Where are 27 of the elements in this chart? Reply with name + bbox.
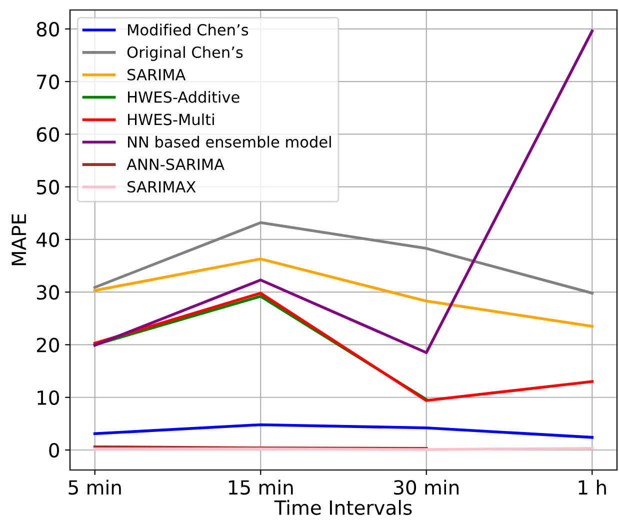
- x-tick-label: 15 min: [228, 480, 293, 495]
- legend-label: SARIMA: [128, 68, 186, 80]
- legend-label: HWES-Additive: [128, 91, 240, 103]
- line-series: [93, 221, 594, 295]
- y-axis-title: MAPE: [12, 214, 26, 266]
- y-tick-label: 20: [36, 338, 59, 352]
- x-tick-label: 5 min: [68, 480, 121, 495]
- legend-label: HWES-Multi: [128, 113, 214, 126]
- y-tick-label: 80: [36, 22, 59, 37]
- legend-label: NN based ensemble model: [128, 136, 331, 148]
- line-series: [93, 258, 594, 328]
- y-tick-label: 60: [36, 127, 59, 142]
- x-axis-title: Time Intervals: [274, 500, 412, 515]
- y-tick-label: 0: [49, 442, 59, 458]
- legend-label: Modified Chen’s: [128, 24, 248, 36]
- y-tick-label: 30: [37, 285, 59, 300]
- line-series: [93, 423, 594, 439]
- y-tick-label: 40: [36, 232, 59, 248]
- legend-label: Original Chen’s: [127, 46, 243, 61]
- y-tick-label: 50: [37, 180, 59, 195]
- x-tick-label: 1 h: [578, 480, 606, 494]
- x-tick-label: 30 min: [394, 480, 459, 495]
- line-series: [93, 292, 594, 402]
- legend-label: SARIMAX: [128, 180, 196, 193]
- legend-label: ANN-SARIMA: [126, 158, 224, 170]
- y-tick-label: 70: [37, 74, 59, 90]
- y-tick-label: 10: [38, 390, 59, 406]
